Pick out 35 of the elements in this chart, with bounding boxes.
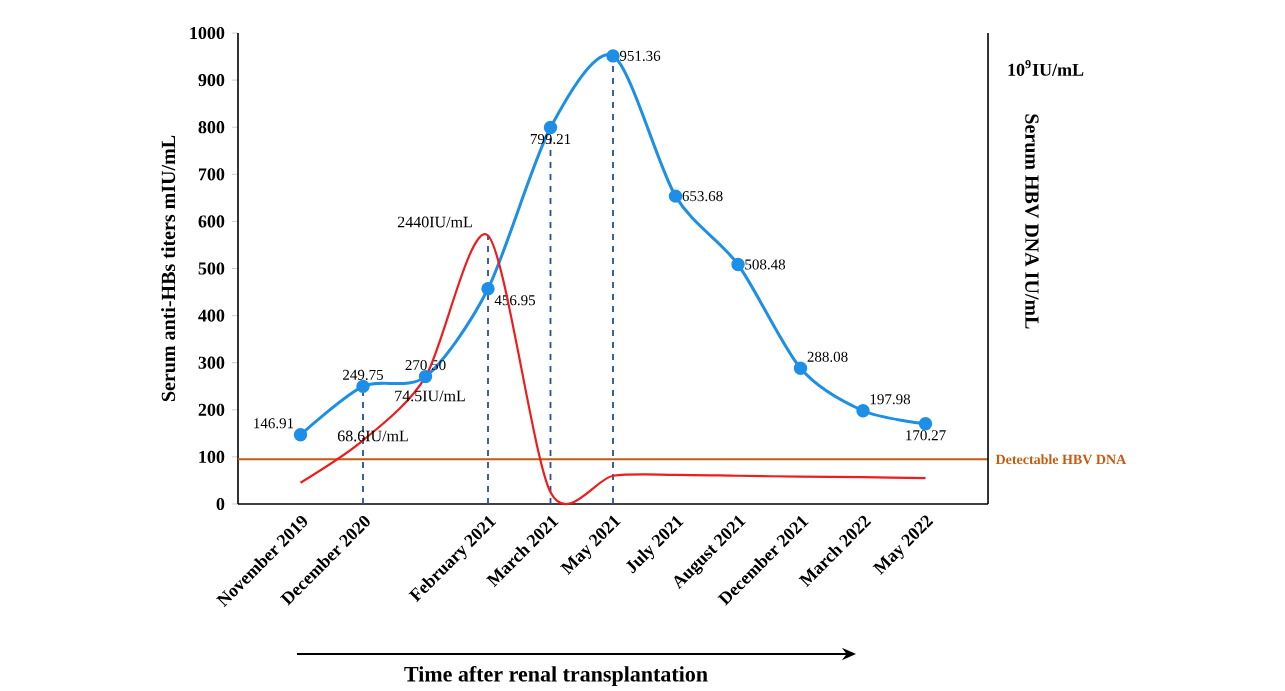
y-tick-label: 700 <box>198 168 225 181</box>
data-label: 197.98 <box>870 394 911 405</box>
y-tick-label: 300 <box>198 356 225 369</box>
point <box>293 428 308 442</box>
y2-axis-title: Serum HBV DNA IU/mL <box>1025 114 1039 329</box>
y-tick-label: 1000 <box>190 26 225 40</box>
y-tick-label: 800 <box>198 121 225 134</box>
data-label: 249.75 <box>343 369 384 380</box>
y-tick-label: 0 <box>216 497 225 511</box>
point <box>543 120 558 135</box>
y-tick-label: 900 <box>198 74 225 87</box>
data-label: 951.36 <box>619 50 661 61</box>
x-axis-title: Time after renal transplantation <box>404 665 708 687</box>
data-label: 653.68 <box>682 191 723 202</box>
y-tick-label: 500 <box>198 262 225 275</box>
point <box>668 189 683 203</box>
text: 10$^{9}$IU/mL <box>1008 60 1084 76</box>
point <box>856 404 870 418</box>
data-label: 508.48 <box>745 259 786 270</box>
point <box>731 257 745 272</box>
data-label: 288.08 <box>807 351 848 362</box>
ref-line-label: Detectable HBV DNA <box>995 454 1127 465</box>
y-tick-label: 400 <box>198 309 225 322</box>
data-label: 146.91 <box>254 418 294 429</box>
point <box>918 417 933 431</box>
annotation: 2440IU/mL <box>397 216 472 228</box>
y-axis-title: Serum anti-HBs titers mIU/mL <box>161 135 176 402</box>
point <box>606 49 620 63</box>
point <box>481 282 495 296</box>
y-tick-label: 600 <box>198 215 225 228</box>
data-label: 170.27 <box>906 430 946 441</box>
point <box>793 361 808 376</box>
y-tick-label: 100 <box>199 450 225 463</box>
y-tick-label: 200 <box>198 403 225 416</box>
point <box>356 379 370 394</box>
